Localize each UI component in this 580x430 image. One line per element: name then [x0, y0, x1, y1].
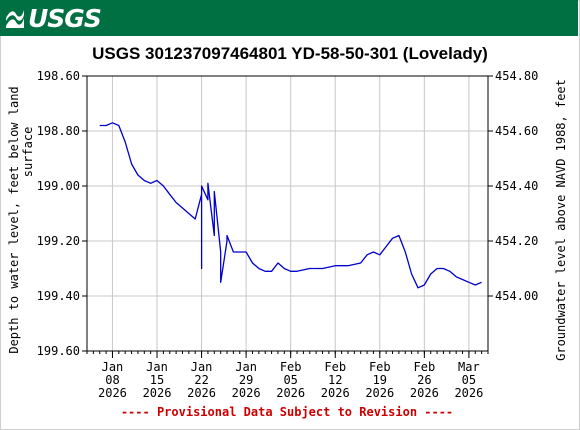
x-axis: Jan082026Jan152026Jan222026Jan292026Feb0… [86, 351, 489, 400]
x-tick-label: Feb [414, 360, 436, 374]
x-tick-label: 15 [150, 373, 164, 387]
y-tick-label: 198.60 [37, 69, 80, 83]
x-tick-label: Jan [146, 360, 168, 374]
y-tick-label: 198.80 [37, 124, 80, 138]
x-tick-label: 05 [283, 373, 297, 387]
x-tick-label: 26 [417, 373, 431, 387]
series-layer [99, 122, 482, 289]
y-axis-label-right: Groundwater level above NAVD 1988, feet [554, 79, 568, 361]
x-tick-label: 12 [328, 373, 342, 387]
y-tick-label: 199.40 [37, 289, 80, 303]
y-right-tick-label: 454.00 [495, 289, 538, 303]
x-tick-label: Feb [369, 360, 391, 374]
x-tick-label: 2026 [410, 386, 439, 400]
provisional-footnote: ---- Provisional Data Subject to Revisio… [121, 405, 453, 419]
usgs-logo[interactable]: USGS [4, 2, 102, 34]
usgs-wave-icon [6, 10, 24, 28]
y-axis-label-left-line1: Depth to water level, feet below land [7, 86, 21, 353]
x-tick-label: 05 [462, 373, 476, 387]
x-tick-label: 2026 [365, 386, 394, 400]
chart-title: USGS 301237097464801 YD-58-50-301 (Lovel… [92, 44, 488, 63]
x-tick-label: 2026 [98, 386, 127, 400]
x-tick-label: Jan [191, 360, 213, 374]
x-tick-label: Feb [324, 360, 346, 374]
x-tick-label: 08 [105, 373, 119, 387]
y-axis-label-left-line2: surface [21, 127, 35, 178]
plot-area [86, 75, 489, 352]
x-tick-label: Jan [235, 360, 257, 374]
y-right-tick-label: 454.20 [495, 234, 538, 248]
grid [87, 75, 488, 352]
y-right-tick-label: 454.40 [495, 179, 538, 193]
y-right-tick-label: 454.80 [495, 69, 538, 83]
y-tick-label: 199.20 [37, 234, 80, 248]
x-tick-label: Mar [458, 360, 480, 374]
y-right-tick-label: 454.60 [495, 124, 538, 138]
x-tick-label: 2026 [276, 386, 305, 400]
x-tick-label: Feb [280, 360, 302, 374]
x-tick-label: 2026 [187, 386, 216, 400]
x-tick-label: 2026 [232, 386, 261, 400]
y-tick-label: 199.60 [37, 344, 80, 358]
x-tick-label: 29 [239, 373, 253, 387]
x-tick-label: 2026 [143, 386, 172, 400]
usgs-logo-text: USGS [28, 3, 102, 33]
x-tick-label: Jan [102, 360, 124, 374]
y-tick-label: 199.00 [37, 179, 80, 193]
usgs-banner: USGS [0, 0, 578, 36]
x-tick-label: 2026 [321, 386, 350, 400]
series-line [99, 122, 482, 289]
x-tick-label: 2026 [454, 386, 483, 400]
y-axis-right: 454.80 454.60 454.40 454.20 454.00 [488, 69, 538, 303]
y-axis-left: 198.60 198.80 199.00 199.20 199.40 199.60 [37, 69, 87, 358]
x-tick-label: 22 [194, 373, 208, 387]
x-tick-label: 19 [373, 373, 387, 387]
